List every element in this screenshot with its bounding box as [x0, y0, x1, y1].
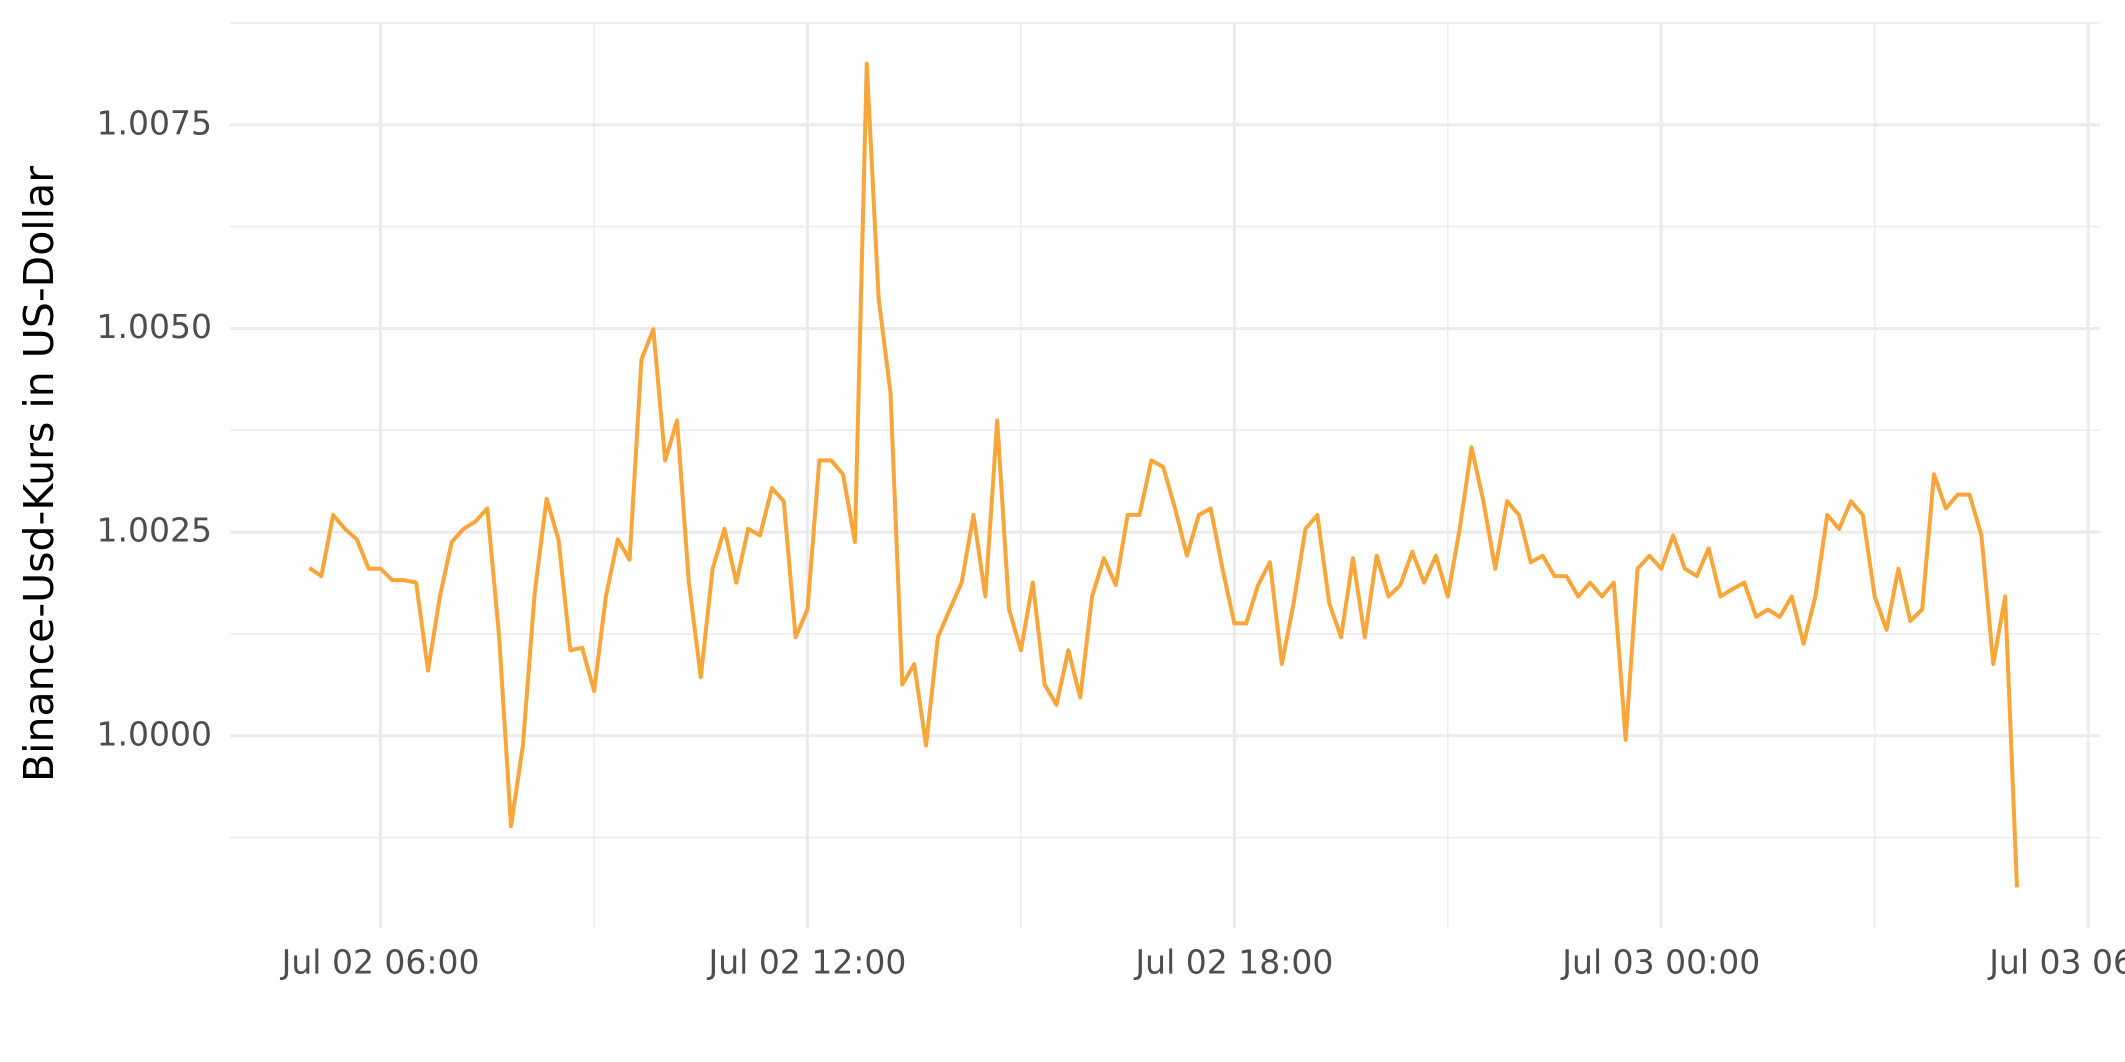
y-axis-title: Binance-Usd-Kurs in US-Dollar [15, 166, 63, 782]
y-tick-label: 1.0025 [97, 511, 212, 550]
x-tick-label: Jul 02 06:00 [280, 943, 480, 982]
y-tick-label: 1.0050 [97, 307, 212, 346]
x-tick-label: Jul 03 06:00 [1987, 943, 2125, 982]
y-tick-label: 1.0075 [97, 103, 212, 142]
data-line [308, 61, 2019, 888]
x-tick-label: Jul 02 12:00 [707, 943, 907, 982]
y-tick-label: 1.0000 [97, 714, 212, 753]
x-tick-label: Jul 02 18:00 [1133, 943, 1333, 982]
x-tick-label: Jul 03 00:00 [1560, 943, 1760, 982]
